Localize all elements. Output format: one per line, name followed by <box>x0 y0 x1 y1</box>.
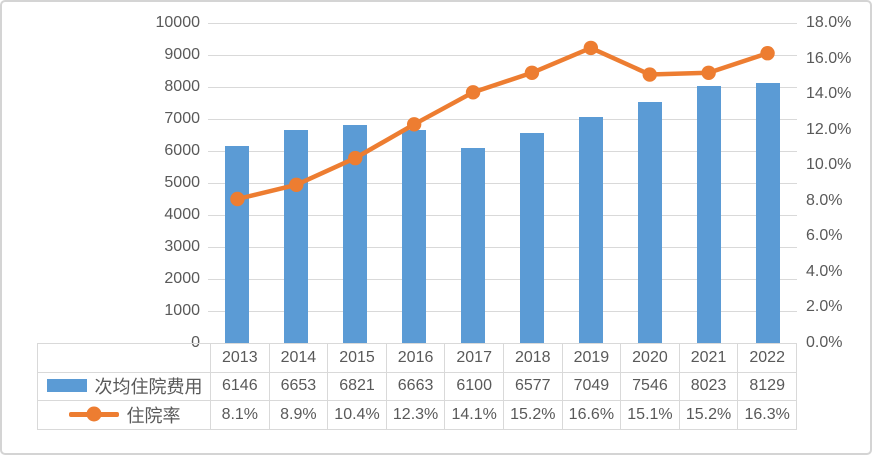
cost-cell-2017: 6100 <box>444 371 504 401</box>
bar-2022 <box>755 82 780 343</box>
data-table: 2013 2014 2015 2016 2017 2018 2019 2020 2021 2022… <box>37 343 797 430</box>
right-axis-tick: 2.0% <box>806 298 843 316</box>
year-cell-2017: 2017 <box>444 343 504 373</box>
bar-legend-swatch <box>46 379 87 393</box>
cost-cell-2015: 6821 <box>327 371 387 401</box>
gridline <box>208 279 797 280</box>
year-cell-2019: 2019 <box>561 343 622 373</box>
right-axis-tick: 8.0% <box>806 191 843 209</box>
bar-2021 <box>696 86 721 343</box>
bar-2014 <box>284 130 309 343</box>
rate-cell-2018: 15.2% <box>502 400 563 430</box>
year-cell-2015: 2015 <box>327 343 387 373</box>
rate-cell-2019: 16.6% <box>561 400 622 430</box>
bar-2016 <box>402 129 427 343</box>
cost-cell-2016: 6663 <box>385 371 446 401</box>
year-cell-2014: 2014 <box>268 343 329 373</box>
cost-cell-2014: 6653 <box>268 371 329 401</box>
bar-2019 <box>578 117 603 343</box>
right-axis-tick: 6.0% <box>806 227 843 245</box>
gridline <box>208 311 797 312</box>
line-legend-marker-icon <box>86 406 101 422</box>
right-axis-tick: 16.0% <box>806 49 852 67</box>
gridline <box>208 215 797 216</box>
right-axis-tick: 18.0% <box>806 14 852 31</box>
bar-2013 <box>225 146 250 343</box>
gridline <box>208 23 797 24</box>
rate-marker-2020 <box>642 67 657 82</box>
bar-2017 <box>461 147 486 343</box>
left-axis-tick: 8000 <box>164 78 200 95</box>
year-cell-2013: 2013 <box>210 343 270 373</box>
cost-cell-2022: 8129 <box>737 371 797 401</box>
left-axis-tick: 5000 <box>164 174 200 191</box>
year-cell-2018: 2018 <box>502 343 563 373</box>
left-axis-tick: 10000 <box>155 14 201 31</box>
bar-2015 <box>343 124 368 343</box>
right-axis-tick: 12.0% <box>806 120 852 138</box>
year-cell-2020: 2020 <box>620 343 680 373</box>
bar-2018 <box>519 132 544 343</box>
cost-cell-2013: 6146 <box>210 371 270 401</box>
rate-cell-2021: 15.2% <box>678 400 739 430</box>
left-axis-tick: 3000 <box>164 238 200 255</box>
legend-cell-cost: 次均住院费用 <box>37 371 211 401</box>
cost-cell-2021: 8023 <box>678 371 739 401</box>
left-axis-tick: 4000 <box>164 206 200 223</box>
year-cell-2021: 2021 <box>678 343 739 373</box>
rate-cell-2013: 8.1% <box>210 400 270 430</box>
rate-cell-2015: 10.4% <box>327 400 387 430</box>
left-axis-tick: 2000 <box>164 270 200 287</box>
right-axis-tick: 10.0% <box>806 156 852 174</box>
gridline <box>208 247 797 248</box>
left-axis-tick: 9000 <box>164 46 200 63</box>
bar-2020 <box>637 101 662 343</box>
table-row-rate: 住院率 8.1% 8.9% 10.4% 12.3% 14.1% 15.2% 16.6% 15.… <box>37 400 797 430</box>
cost-cell-2019: 7049 <box>561 371 622 401</box>
year-cell-2016: 2016 <box>385 343 446 373</box>
rate-cell-2016: 12.3% <box>385 400 446 430</box>
cost-cell-2020: 7546 <box>620 371 680 401</box>
rate-cell-2014: 8.9% <box>268 400 329 430</box>
table-corner-blank <box>37 343 211 373</box>
line-legend-swatch <box>68 406 119 422</box>
left-axis-tick: 7000 <box>164 110 200 127</box>
rate-line <box>235 45 770 202</box>
right-axis-tick: 4.0% <box>806 262 843 280</box>
table-row-years: 2013 2014 2015 2016 2017 2018 2019 2020 2021 2022 <box>37 343 797 373</box>
rate-marker-2018 <box>524 65 540 80</box>
rate-cell-2022: 16.3% <box>737 400 797 430</box>
cost-cell-2018: 6577 <box>502 371 563 401</box>
right-axis-tick: 0.0% <box>806 334 843 351</box>
rate-marker-2019 <box>583 40 599 56</box>
gridline <box>208 55 797 56</box>
rate-marker-2022 <box>760 46 775 61</box>
left-axis-tick: 0 <box>191 334 200 351</box>
legend-label-rate: 住院率 <box>126 405 181 426</box>
rate-cell-2017: 14.1% <box>444 400 504 430</box>
legend-label-cost: 次均住院费用 <box>94 377 203 398</box>
right-axis-tick: 14.0% <box>806 85 852 103</box>
left-axis-tick: 1000 <box>164 302 200 319</box>
legend-cell-rate: 住院率 <box>37 400 211 430</box>
left-axis-tick: 6000 <box>164 142 200 159</box>
table-row-cost: 次均住院费用 6146 6653 6821 6663 6100 6577 7049 7546 8… <box>37 371 797 401</box>
year-cell-2022: 2022 <box>737 343 797 373</box>
rate-cell-2020: 15.1% <box>620 400 680 430</box>
rate-marker-2021 <box>701 65 716 80</box>
